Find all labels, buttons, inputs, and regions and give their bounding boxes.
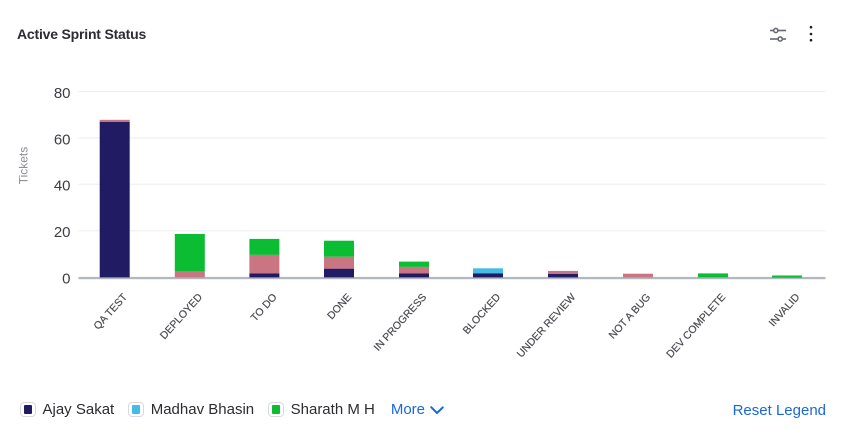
svg-text:UNDER REVIEW: UNDER REVIEW xyxy=(515,291,579,360)
svg-text:NOT A BUG: NOT A BUG xyxy=(607,291,654,341)
svg-text:QA TEST: QA TEST xyxy=(91,291,130,332)
svg-text:80: 80 xyxy=(54,85,71,102)
svg-text:Tickets: Tickets xyxy=(17,147,31,185)
svg-text:0: 0 xyxy=(62,270,70,287)
svg-text:TO DO: TO DO xyxy=(249,291,280,324)
svg-text:DEPLOYED: DEPLOYED xyxy=(158,291,205,342)
svg-text:INVALID: INVALID xyxy=(767,291,803,329)
svg-text:40: 40 xyxy=(54,178,71,195)
svg-text:60: 60 xyxy=(54,131,71,148)
svg-text:BLOCKED: BLOCKED xyxy=(461,291,504,337)
svg-text:DONE: DONE xyxy=(325,291,354,322)
svg-text:DEV COMPLETE: DEV COMPLETE xyxy=(664,291,728,360)
svg-text:IN PROGRESS: IN PROGRESS xyxy=(372,291,430,353)
svg-text:20: 20 xyxy=(54,224,71,241)
